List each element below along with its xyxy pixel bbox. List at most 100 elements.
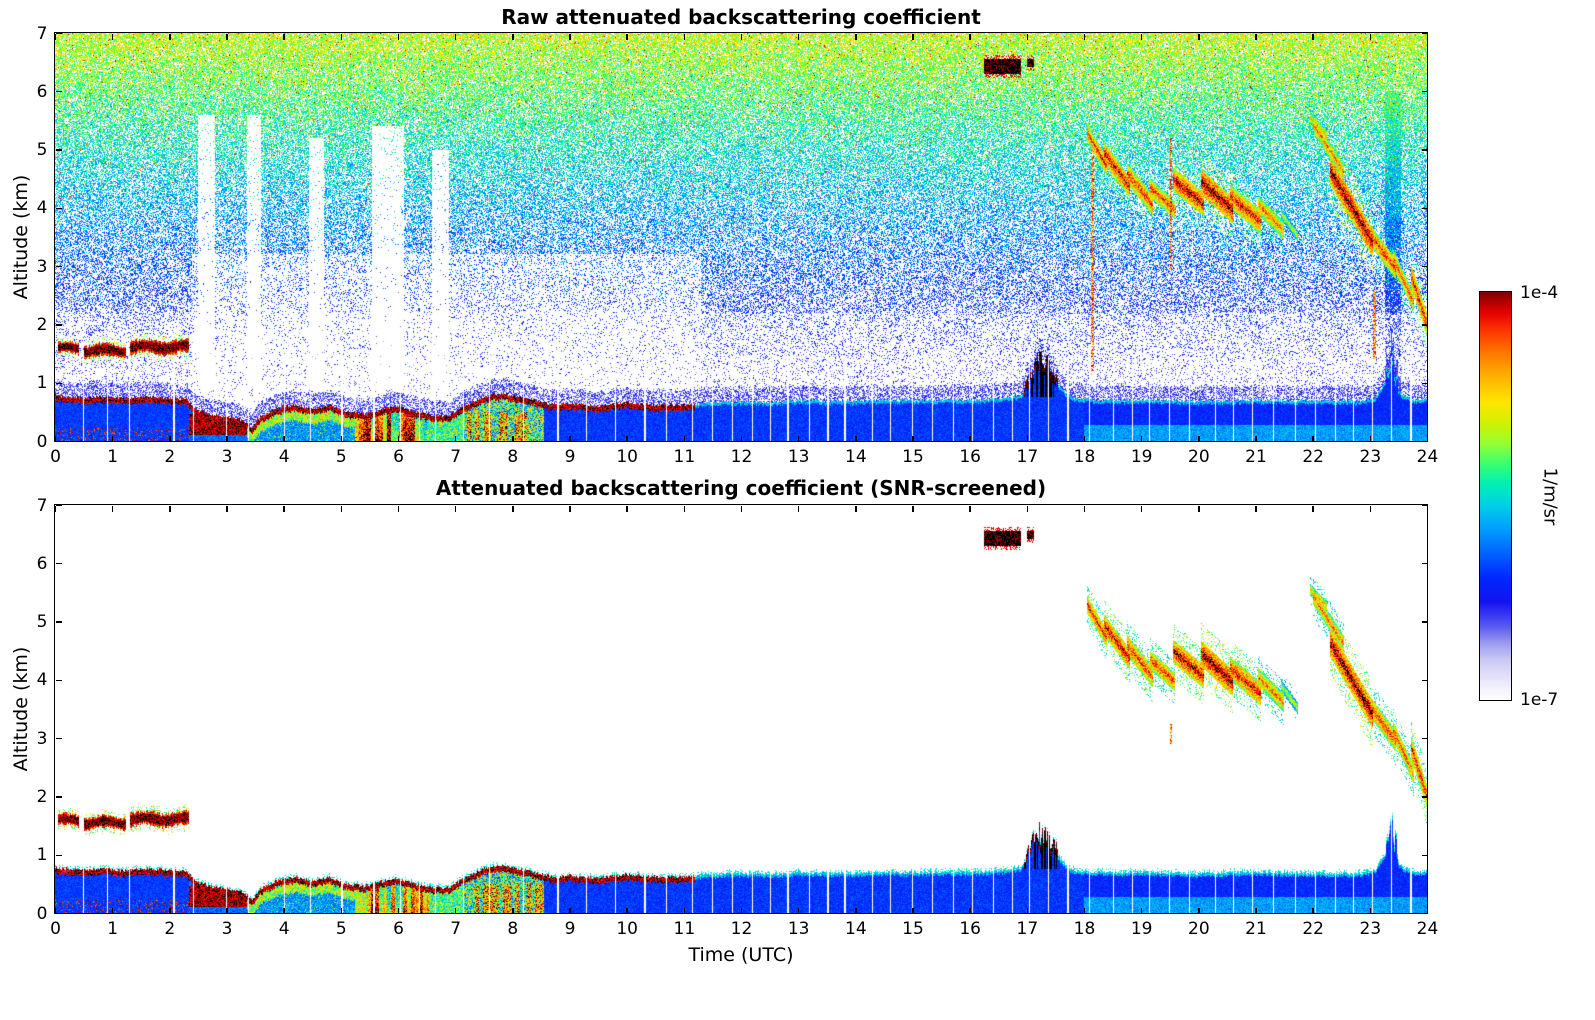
- tick-mark: [1426, 505, 1429, 512]
- x-tick-label: 9: [564, 918, 576, 939]
- tick-mark: [397, 435, 400, 442]
- x-tick-label: 16: [959, 918, 981, 939]
- x-tick-label: 12: [730, 446, 753, 467]
- tick-mark: [683, 435, 686, 442]
- x-tick-label: 4: [278, 918, 290, 939]
- tick-mark: [626, 33, 628, 40]
- x-tick-label: 0: [50, 446, 61, 467]
- tick-mark: [1312, 907, 1314, 914]
- y-tick-label: 1: [36, 845, 48, 866]
- y-tick-label: 7: [36, 495, 48, 516]
- raw-heatmap: [54, 32, 1428, 442]
- x-tick-label: 19: [1130, 918, 1153, 939]
- tick-mark: [1312, 505, 1314, 512]
- tick-mark: [797, 907, 800, 914]
- tick-mark: [1255, 33, 1257, 40]
- tick-mark: [397, 907, 400, 914]
- tick-mark: [969, 33, 971, 40]
- y-tick-label: 0: [36, 903, 48, 924]
- tick-mark: [169, 907, 171, 914]
- x-tick-label: 9: [564, 446, 576, 467]
- x-tick-label: 6: [393, 446, 404, 467]
- tick-mark: [397, 505, 400, 512]
- tick-mark: [1369, 33, 1372, 40]
- tick-mark: [969, 435, 971, 442]
- x-tick-label: 5: [335, 446, 347, 467]
- tick-mark: [912, 33, 914, 40]
- tick-mark: [454, 505, 457, 512]
- tick-mark: [740, 33, 743, 40]
- tick-mark: [55, 440, 62, 443]
- tick-mark: [55, 504, 62, 507]
- tick-mark: [1255, 505, 1257, 512]
- x-tick-label: 6: [393, 918, 404, 939]
- tick-mark: [1083, 435, 1086, 442]
- tick-mark: [569, 435, 571, 442]
- x-tick-label: 3: [221, 918, 233, 939]
- y-tick-label: 5: [36, 140, 48, 161]
- tick-mark: [626, 435, 628, 442]
- tick-mark: [226, 33, 228, 40]
- x-tick-label: 13: [787, 918, 810, 939]
- y-tick-label: 4: [36, 670, 48, 691]
- x-tick-label: 1: [107, 446, 119, 467]
- tick-mark: [855, 505, 857, 512]
- x-tick-label: 11: [673, 918, 696, 939]
- tick-mark: [283, 33, 285, 40]
- y-axis-label-bottom: Altitude (km): [10, 646, 32, 772]
- x-tick-label: 12: [730, 918, 753, 939]
- tick-mark: [169, 33, 171, 40]
- tick-mark: [226, 505, 228, 512]
- y-tick-label: 2: [36, 786, 48, 807]
- tick-mark: [1421, 737, 1428, 740]
- x-tick-label: 23: [1359, 446, 1382, 467]
- tick-mark: [1312, 435, 1314, 442]
- tick-mark: [226, 907, 228, 914]
- tick-mark: [1198, 907, 1200, 914]
- x-tick-label: 21: [1245, 446, 1267, 467]
- tick-mark: [1083, 907, 1086, 914]
- tick-mark: [55, 737, 62, 740]
- tick-mark: [283, 907, 285, 914]
- screened-panel-title: Attenuated backscattering coefficient (S…: [435, 476, 1047, 500]
- tick-mark: [1026, 907, 1029, 914]
- tick-mark: [740, 907, 743, 914]
- tick-mark: [626, 505, 628, 512]
- x-tick-label: 21: [1245, 918, 1267, 939]
- tick-mark: [1140, 907, 1143, 914]
- x-tick-label: 17: [1016, 918, 1039, 939]
- x-tick-label: 13: [787, 446, 810, 467]
- y-tick-label: 0: [36, 431, 48, 452]
- tick-mark: [111, 907, 114, 914]
- tick-mark: [1421, 207, 1428, 210]
- tick-mark: [169, 505, 171, 512]
- tick-mark: [740, 505, 743, 512]
- tick-mark: [740, 435, 743, 442]
- tick-mark: [1421, 324, 1428, 326]
- tick-mark: [454, 435, 457, 442]
- tick-mark: [1255, 435, 1257, 442]
- tick-mark: [54, 33, 57, 40]
- tick-mark: [1421, 91, 1428, 93]
- tick-mark: [55, 32, 62, 35]
- y-tick-label: 2: [36, 314, 48, 335]
- x-tick-label: 18: [1073, 446, 1096, 467]
- colorbar-min-label: 1e-7: [1520, 690, 1559, 710]
- tick-mark: [1421, 382, 1428, 384]
- tick-mark: [55, 149, 62, 151]
- tick-mark: [1426, 435, 1429, 442]
- tick-mark: [1198, 505, 1200, 512]
- tick-mark: [1083, 505, 1086, 512]
- tick-mark: [1026, 505, 1029, 512]
- x-tick-label: 20: [1188, 446, 1210, 467]
- tick-mark: [454, 33, 457, 40]
- tick-mark: [283, 435, 285, 442]
- tick-mark: [683, 907, 686, 914]
- tick-mark: [1421, 440, 1428, 443]
- tick-mark: [912, 505, 914, 512]
- x-tick-label: 16: [959, 446, 981, 467]
- tick-mark: [1198, 33, 1200, 40]
- x-tick-label: 10: [616, 918, 638, 939]
- tick-mark: [1421, 854, 1428, 856]
- tick-mark: [1026, 33, 1029, 40]
